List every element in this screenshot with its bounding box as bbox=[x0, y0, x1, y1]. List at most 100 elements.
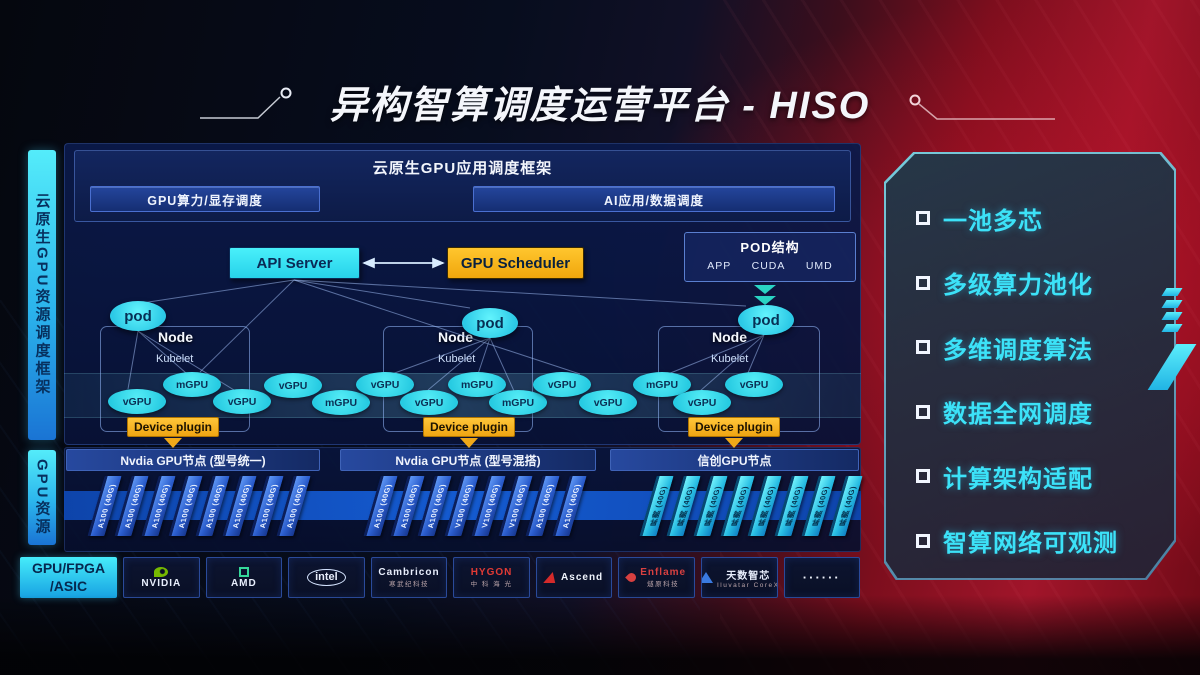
vgpu-ellipse: vGPU bbox=[579, 390, 637, 415]
vendor-logo-row: NVIDIA AMD intel Cambricon 寒武纪科技 HYGON 中 科 海 光… bbox=[123, 557, 861, 598]
vendor-logo-······: ······ bbox=[783, 557, 861, 598]
gpu-card-label: 昇腾 (40G) bbox=[782, 485, 804, 527]
vgpu-ellipse: vGPU bbox=[356, 372, 414, 397]
square-bullet-icon bbox=[916, 340, 930, 355]
vendor-subname: Iluvatar CoreX bbox=[716, 581, 778, 589]
mgpu-ellipse: mGPU bbox=[633, 372, 691, 397]
vendor-logo-Enflame: Enflame 燧原科技 bbox=[618, 557, 695, 598]
gpu-card-label: V100 (40G) bbox=[452, 484, 474, 528]
node-2-kubelet: Kubelet bbox=[438, 353, 476, 365]
pod-item-umd: UMD bbox=[805, 260, 833, 272]
feature-text: 智算网络可观测 bbox=[943, 530, 1118, 558]
vgpu-ellipse: vGPU bbox=[264, 373, 322, 398]
vendor-logo-NVIDIA: NVIDIA bbox=[123, 557, 200, 598]
gpu-card-row-1: A100 (40G) A100 (40G) A100 (40G) A100 (40G)… bbox=[87, 476, 311, 540]
vendor-logo-HYGON: HYGON 中 科 海 光 bbox=[453, 557, 530, 598]
square-bullet-icon bbox=[916, 533, 930, 548]
feature-item: 计算架构适配 bbox=[916, 444, 1166, 509]
mgpu-ellipse: mGPU bbox=[312, 390, 370, 415]
gpu-card-label: A100 (40G) bbox=[122, 483, 144, 529]
gpu-card-label: 昇腾 (40G) bbox=[809, 485, 831, 527]
feature-item: 一池多芯 bbox=[916, 186, 1166, 251]
gpu-card-label: 昇腾 (40G) bbox=[755, 485, 777, 527]
rail-resource-label: GPU资源 bbox=[28, 450, 56, 545]
feature-item: 多维调度算法 bbox=[916, 315, 1166, 380]
vendor-name: AMD bbox=[230, 577, 257, 589]
node-3-label: Node bbox=[712, 329, 747, 345]
vendor-label-line2: /ASIC bbox=[49, 577, 88, 594]
gpu-card-label: A100 (40G) bbox=[533, 483, 555, 529]
gpu-node-bar-1: Nvdia GPU节点 (型号统一) bbox=[66, 449, 320, 471]
feature-item: 多级算力池化 bbox=[916, 251, 1166, 316]
node-1-label: Node bbox=[158, 329, 193, 345]
vendor-category-label: GPU/FPGA /ASIC bbox=[20, 557, 117, 598]
vgpu-ellipse: vGPU bbox=[213, 389, 271, 414]
feature-item: 智算网络可观测 bbox=[916, 509, 1166, 574]
vgpu-ellipse: vGPU bbox=[725, 372, 783, 397]
gpu-card-row-3: 昇腾 (40G) 昇腾 (40G) 昇腾 (40G) 昇腾 (40G) 昇腾 (40G)… bbox=[639, 476, 863, 540]
vendor-subname: 中 科 海 光 bbox=[470, 581, 513, 588]
vendor-name: Enflame bbox=[640, 567, 687, 578]
pod-structure-items: APP CUDA UMD bbox=[685, 256, 855, 272]
feature-text: 多维调度算法 bbox=[943, 336, 1093, 364]
device-plugin-arrow-1-icon bbox=[164, 438, 182, 448]
mgpu-ellipse: mGPU bbox=[489, 390, 547, 415]
vendor-logo-Cambricon: Cambricon 寒武纪科技 bbox=[370, 557, 448, 598]
vgpu-ellipse: vGPU bbox=[108, 389, 166, 414]
feature-panel bbox=[886, 154, 1174, 578]
feature-text: 一池多芯 bbox=[943, 207, 1043, 235]
feature-text: 计算架构适配 bbox=[943, 465, 1093, 493]
device-plugin-3: Device plugin bbox=[688, 417, 780, 437]
gpu-card-label: A100 (40G) bbox=[371, 483, 393, 529]
gpu-card-label: A100 (40G) bbox=[149, 483, 171, 529]
vendor-name: 天数智芯 bbox=[726, 570, 771, 582]
pod-structure-title: POD结构 bbox=[740, 240, 800, 255]
device-plugin-arrow-2-icon bbox=[460, 438, 478, 448]
square-bullet-icon bbox=[916, 469, 930, 484]
rail-framework-label: 云原生GPU资源调度框架 bbox=[28, 150, 56, 440]
feature-text: 多级算力池化 bbox=[943, 272, 1093, 300]
vendor-name: NVIDIA bbox=[141, 577, 182, 589]
ascend-logo-icon bbox=[543, 572, 559, 583]
vgpu-ellipse: vGPU bbox=[533, 372, 591, 397]
vendor-name: ······ bbox=[802, 570, 841, 585]
app-framework-header: 云原生GPU应用调度框架 bbox=[372, 160, 553, 177]
gpu-scheduler-box: GPU Scheduler bbox=[447, 247, 584, 279]
gpu-card-label: A100 (40G) bbox=[425, 483, 447, 529]
bar-ai-data-scheduling: AI应用/数据调度 bbox=[473, 186, 835, 212]
gpu-card-label: 昇腾 (40G) bbox=[674, 485, 696, 527]
bar-gpu-compute-scheduling: GPU算力/显存调度 bbox=[90, 186, 320, 212]
square-bullet-icon bbox=[916, 404, 930, 419]
square-bullet-icon bbox=[916, 275, 930, 290]
flame-logo-icon bbox=[625, 571, 639, 584]
amd-logo-icon bbox=[238, 566, 249, 577]
gpu-node-bar-3: 信创GPU节点 bbox=[610, 449, 859, 471]
pod-structure-box: POD结构 APP CUDA UMD bbox=[684, 232, 856, 282]
vendor-logo-Ascend: Ascend bbox=[535, 557, 613, 598]
nvidia-logo-icon bbox=[154, 566, 169, 577]
vendor-subname: 寒武纪科技 bbox=[388, 581, 429, 588]
gpu-card-label: A100 (40G) bbox=[203, 483, 225, 529]
pod-item-app: APP bbox=[707, 260, 732, 272]
gpu-card-label: A100 (40G) bbox=[257, 483, 279, 529]
gpu-card-label: A100 (40G) bbox=[95, 483, 117, 529]
pod-ellipse-2: pod bbox=[462, 308, 518, 338]
bottom-fade-decoration bbox=[0, 595, 1200, 675]
vendor-logo-AMD: AMD bbox=[205, 557, 283, 598]
vgpu-ellipse: vGPU bbox=[400, 390, 458, 415]
vendor-name: Ascend bbox=[561, 572, 604, 583]
feature-list: 一池多芯多级算力池化 多维调度算法数据全网调度计算架构适配 智算网络可观测 bbox=[916, 186, 1166, 573]
gpu-card-label: A100 (40G) bbox=[398, 483, 420, 529]
vgpu-ellipse: vGPU bbox=[673, 390, 731, 415]
gpu-card-label: V100 (40G) bbox=[506, 484, 528, 528]
iluvatar-logo-icon bbox=[701, 572, 713, 583]
vendor-name: Cambricon bbox=[378, 567, 440, 578]
gpu-card-label: 昇腾 (40G) bbox=[647, 485, 669, 527]
vendor-logo-intel: intel bbox=[288, 557, 365, 598]
feature-item: 数据全网调度 bbox=[916, 380, 1166, 445]
square-bullet-icon bbox=[916, 211, 930, 226]
page-title: 异构智算调度运营平台 - HISO bbox=[329, 85, 871, 127]
device-plugin-arrow-3-icon bbox=[725, 438, 743, 448]
gpu-node-bar-2: Nvdia GPU节点 (型号混搭) bbox=[340, 449, 596, 471]
